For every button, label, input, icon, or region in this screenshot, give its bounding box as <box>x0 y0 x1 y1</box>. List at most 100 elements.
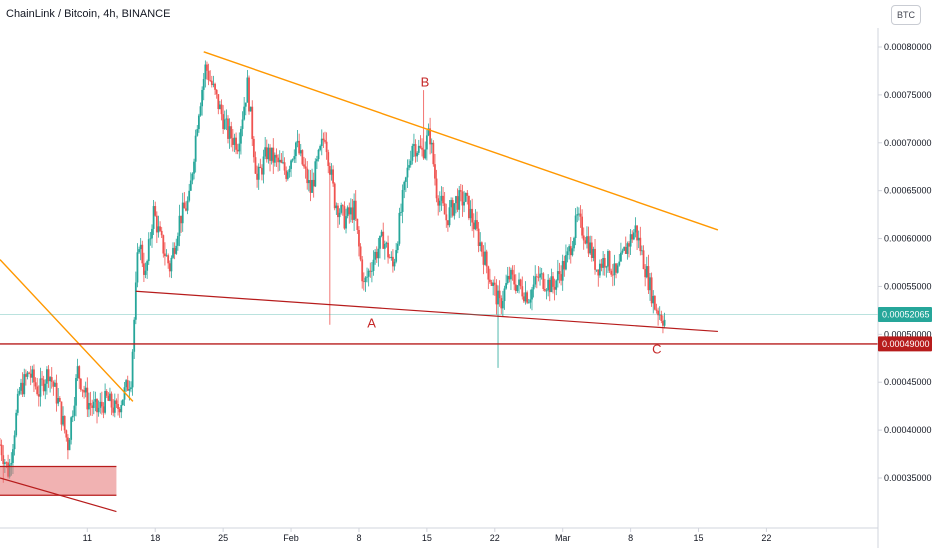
candle-body <box>501 301 504 309</box>
candle-body <box>594 248 596 270</box>
candle-body <box>92 401 95 408</box>
candle-body <box>508 275 511 280</box>
candle-body <box>278 159 281 163</box>
candle-body <box>382 231 385 249</box>
candle-body <box>450 200 453 208</box>
candle-body <box>272 147 275 163</box>
candle-body <box>18 390 21 394</box>
price-tick-label: 0.00080000 <box>884 42 932 52</box>
candle-body <box>379 235 381 249</box>
candle-body <box>527 302 530 304</box>
candle-body <box>526 292 529 303</box>
current-price-value: 0.00052065 <box>882 310 930 320</box>
candle-body <box>419 145 422 148</box>
price-tick-label: 0.00070000 <box>884 138 932 148</box>
candle-body <box>121 399 124 406</box>
candle-body <box>438 200 441 206</box>
candle-body <box>647 266 650 291</box>
candle-body <box>416 152 419 157</box>
time-tick-label: 15 <box>694 533 704 543</box>
candle-body <box>73 405 76 416</box>
candle-body <box>340 205 343 213</box>
candle-body <box>94 399 97 402</box>
candle-body <box>573 238 575 249</box>
candle-body <box>136 252 139 283</box>
candle-body <box>220 104 223 115</box>
candle-body <box>359 246 362 260</box>
candle-body <box>516 285 519 291</box>
candle-body <box>361 259 364 282</box>
candle-body <box>658 314 661 316</box>
candle-body <box>524 292 527 302</box>
candle-body <box>380 231 383 236</box>
time-tick-label: 22 <box>761 533 771 543</box>
candle-body <box>12 449 14 463</box>
candle-body <box>356 218 359 230</box>
candle-body <box>270 147 273 161</box>
candle-body <box>319 146 322 150</box>
candle-body <box>165 255 168 257</box>
candle-body <box>63 415 66 431</box>
candle-body <box>607 251 609 267</box>
candle-body <box>398 212 401 244</box>
candle-body <box>613 263 616 276</box>
candle-body <box>403 181 406 190</box>
candle-body <box>76 366 79 378</box>
candle-body <box>86 387 89 410</box>
candle-body <box>181 202 184 224</box>
early-support-trendline[interactable] <box>0 477 117 513</box>
trendlines-layer[interactable] <box>0 51 719 513</box>
candle-body <box>146 261 149 271</box>
candle-body <box>241 119 244 129</box>
candle-body <box>621 250 624 253</box>
candle-body <box>130 387 132 390</box>
candle-body <box>282 162 284 164</box>
candle-body <box>346 207 349 217</box>
price-axis[interactable]: 0.00080000 0.00075000 0.00070000 0.00065000… <box>877 28 932 548</box>
candle-body <box>370 270 373 272</box>
demand-zone[interactable] <box>0 466 117 496</box>
upper-resistance-trendline[interactable] <box>203 51 719 231</box>
candle-body <box>299 150 302 154</box>
candle-body <box>455 196 457 204</box>
price-tick-label: 0.00065000 <box>884 186 932 196</box>
candle-body <box>28 372 31 374</box>
candle-body <box>15 412 18 436</box>
currency-button[interactable]: BTC <box>891 5 921 25</box>
candle-body <box>364 277 367 283</box>
candle-body <box>58 397 61 402</box>
candle-body <box>141 244 144 264</box>
candle-body <box>202 78 205 90</box>
candle-body <box>291 159 294 161</box>
early-resistance-trendline[interactable] <box>0 259 134 402</box>
candle-body <box>650 277 653 304</box>
candle-body <box>197 115 200 130</box>
time-axis[interactable]: 11 18 25 Feb 8 15 22 Mar 8 15 22 <box>0 527 878 543</box>
candle-body <box>645 266 648 278</box>
candle-body <box>500 298 503 309</box>
candle-body <box>306 168 309 184</box>
candle-body <box>448 207 451 226</box>
candle-body <box>138 249 140 253</box>
candle-body <box>0 444 1 446</box>
candle-body <box>159 226 161 231</box>
candle-body <box>324 140 326 142</box>
candle-body <box>629 234 632 247</box>
candle-body <box>532 284 535 290</box>
candle-body <box>47 369 50 382</box>
candle-body <box>652 295 655 304</box>
candle-body <box>657 310 659 316</box>
candle-body <box>71 415 74 418</box>
plot-area[interactable]: A B C <box>0 51 878 513</box>
candle-body <box>620 252 622 262</box>
candle-body <box>231 138 234 145</box>
candle-body <box>301 150 304 165</box>
time-tick-label: 18 <box>150 533 160 543</box>
candle-body <box>569 246 572 256</box>
candle-body <box>395 250 398 262</box>
candle-body <box>529 299 532 303</box>
candle-body <box>660 314 663 321</box>
lower-support-trendline[interactable] <box>135 290 718 333</box>
candle-body <box>31 369 34 378</box>
